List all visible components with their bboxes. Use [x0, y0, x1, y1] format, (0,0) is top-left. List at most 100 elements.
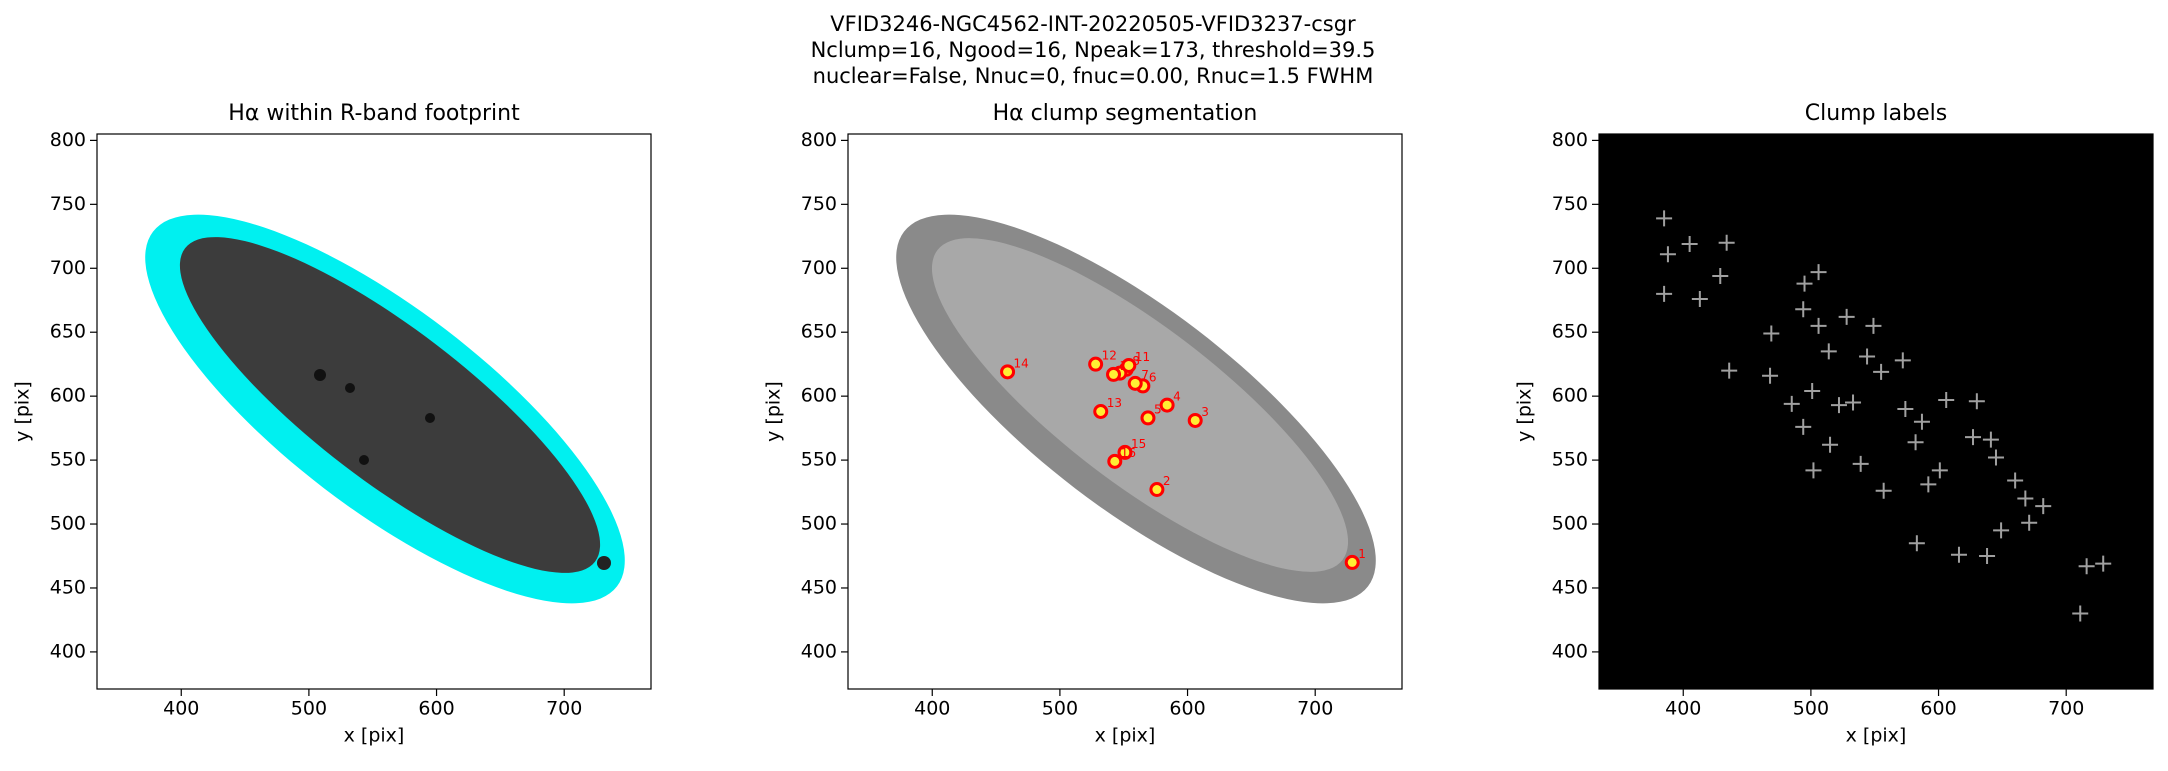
clump-label: 15	[1131, 437, 1146, 451]
peak-marker	[1897, 400, 1914, 417]
peak-marker	[1822, 436, 1839, 453]
figure-title: VFID3246-NGC4562-INT-20220505-VFID3237-c…	[830, 12, 1356, 36]
peak-marker	[1913, 413, 1930, 430]
y-tick-label: 800	[1552, 129, 1588, 151]
peak-marker	[1783, 395, 1800, 412]
y-tick-label: 700	[50, 257, 86, 279]
y-tick-label: 550	[1552, 449, 1588, 471]
x-tick-label: 500	[1042, 698, 1078, 720]
y-tick-label: 500	[801, 513, 837, 535]
clump-marker	[1344, 554, 1360, 570]
y-tick-label: 500	[50, 513, 86, 535]
background	[1599, 134, 2153, 689]
clump-label: 7	[1141, 368, 1149, 382]
x-tick-label: 600	[1920, 698, 1956, 720]
peak-marker	[1796, 275, 1813, 292]
clump-label: 12	[1102, 349, 1117, 363]
peak-marker	[1762, 367, 1779, 384]
clump-label: 2	[1163, 474, 1171, 488]
y-tick-label: 550	[801, 449, 837, 471]
peak-marker	[2017, 490, 2034, 507]
peak-marker	[1968, 393, 1985, 410]
clump-label: 1	[1358, 547, 1366, 561]
peak-marker	[1795, 301, 1812, 318]
axes-title: Hα clump segmentation	[993, 101, 1258, 126]
x-tick-label: 600	[1169, 698, 1205, 720]
peak-marker	[1718, 234, 1735, 251]
y-tick-label: 450	[801, 576, 837, 598]
peak-marker	[2078, 558, 2095, 575]
y-tick-label: 450	[50, 576, 86, 598]
peak-marker	[2007, 472, 2024, 489]
peak-marker	[2072, 605, 2089, 622]
y-tick-label: 800	[801, 129, 837, 151]
x-axis-label: x [pix]	[344, 725, 405, 747]
y-tick-label: 500	[1552, 513, 1588, 535]
y-tick-label: 450	[1552, 576, 1588, 598]
peak-marker	[2095, 555, 2112, 572]
peak-marker	[1894, 352, 1911, 369]
peak-marker	[1982, 431, 1999, 448]
segmentation-image	[896, 214, 1376, 604]
peak-marker	[1810, 317, 1827, 334]
figure-title: nuclear=False, Nnuc=0, fnuc=0.00, Rnuc=1…	[813, 64, 1374, 88]
x-tick-label: 500	[291, 698, 327, 720]
clump-marker	[1106, 366, 1122, 382]
x-tick-label: 500	[1793, 698, 1829, 720]
peak-marker	[1931, 462, 1948, 479]
x-axis-label: x [pix]	[1846, 725, 1907, 747]
peak-marker	[1993, 522, 2010, 539]
x-tick-label: 600	[418, 698, 454, 720]
peak-marker	[1873, 363, 1890, 380]
x-axis-label: x [pix]	[1095, 725, 1156, 747]
peak-marker	[1656, 285, 1673, 302]
clump-marker	[1121, 357, 1137, 373]
peak-marker	[1681, 235, 1698, 252]
peak-marker	[1691, 290, 1708, 307]
peak-marker	[1987, 449, 2004, 466]
y-axis-label: y [pix]	[763, 381, 785, 442]
peak-marker	[1763, 325, 1780, 342]
clump-marker	[1117, 444, 1133, 460]
peak-marker	[1659, 246, 1676, 263]
figure-title: Nclump=16, Ngood=16, Npeak=173, threshol…	[811, 38, 1376, 62]
y-tick-label: 600	[50, 385, 86, 407]
peak-marker	[1795, 418, 1812, 435]
peak-marker	[1656, 210, 1673, 227]
peak-marker	[1721, 362, 1738, 379]
y-tick-label: 750	[801, 193, 837, 215]
y-axis-label: y [pix]	[1514, 381, 1536, 442]
clump-label: 13	[1107, 396, 1122, 410]
clump-label: 3	[1201, 405, 1209, 419]
y-tick-label: 750	[50, 193, 86, 215]
axes-title: Hα within R-band footprint	[228, 101, 520, 126]
peak-marker	[1908, 535, 1925, 552]
peak-marker	[2021, 514, 2038, 531]
clump-label: 8	[1132, 354, 1140, 368]
clump-marker	[1107, 453, 1123, 469]
y-tick-label: 650	[50, 321, 86, 343]
clump-marker	[1140, 410, 1156, 426]
axes-frame	[847, 133, 1403, 690]
y-tick-label: 600	[801, 385, 837, 407]
y-axis-label: y [pix]	[12, 381, 34, 442]
clump-label: 14	[1014, 356, 1029, 370]
axes-frame	[96, 133, 652, 690]
y-tick-label: 650	[801, 321, 837, 343]
x-tick-label: 700	[1297, 698, 1333, 720]
clump-marker	[1127, 375, 1143, 391]
peak-marker	[1907, 434, 1924, 451]
peak-marker	[1845, 394, 1862, 411]
peak-marker	[1820, 343, 1837, 360]
peak-marker	[1859, 348, 1876, 365]
y-tick-label: 550	[50, 449, 86, 471]
y-tick-label: 650	[1552, 321, 1588, 343]
peak-marker	[1830, 397, 1847, 414]
clump-marker	[1159, 397, 1175, 413]
y-tick-label: 800	[50, 129, 86, 151]
x-tick-label: 700	[2048, 698, 2084, 720]
y-tick-label: 750	[1552, 193, 1588, 215]
clump-marker	[1149, 482, 1165, 498]
peak-marker	[1965, 429, 1982, 446]
clump-label: 16	[1121, 446, 1136, 460]
